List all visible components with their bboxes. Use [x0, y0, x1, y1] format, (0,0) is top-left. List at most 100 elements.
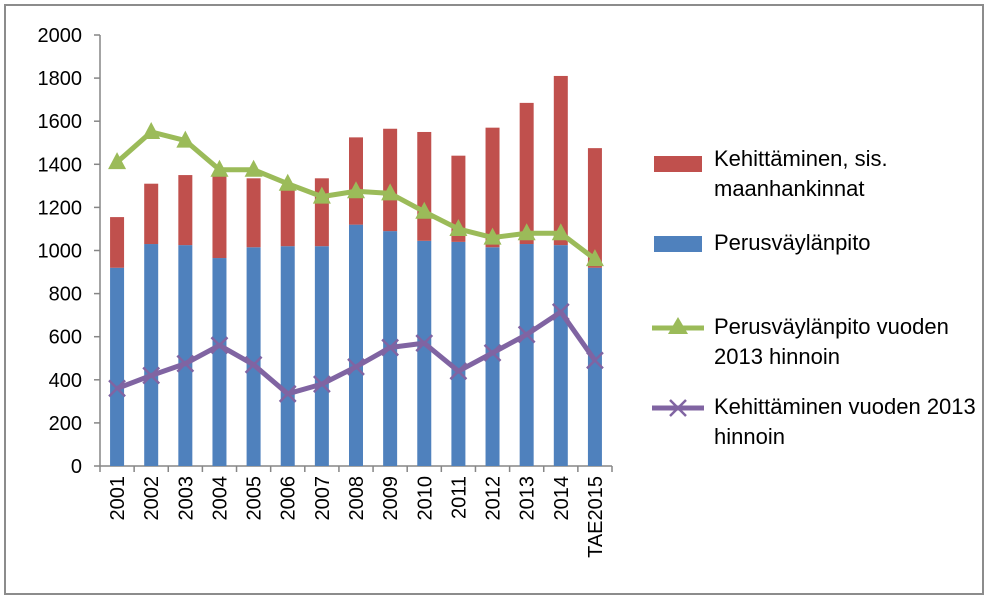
bar-kehittaminen: [349, 137, 363, 225]
legend-marker-perus-2013: [652, 317, 704, 334]
bar-kehittaminen: [212, 176, 227, 259]
point-perus-2013: [142, 121, 161, 139]
legend-marker-kehittaminen-2013: [652, 399, 704, 417]
bar-perusvaylanpito: [349, 224, 363, 466]
point-kehittaminen-2013: [210, 336, 229, 355]
y-tick-label: 1600: [38, 111, 83, 133]
bar-perusvaylanpito: [280, 246, 295, 466]
bar-perusvaylanpito: [178, 245, 193, 466]
bar-perusvaylanpito: [553, 245, 568, 466]
bar-kehittaminen: [110, 217, 125, 268]
bar-kehittaminen: [485, 127, 500, 248]
point-perus-2013: [381, 183, 400, 201]
point-kehittaminen-2013: [551, 303, 570, 321]
point-x-stroke: [381, 338, 400, 357]
point-kehittaminen-2013: [142, 366, 161, 385]
point-x-stroke: [586, 351, 604, 370]
bar-perusvaylanpito: [110, 267, 125, 466]
x-tick-label: 2008: [346, 476, 368, 521]
legend-label-perus-2013: Perusväylänpito vuoden 2013 hinnoin: [714, 314, 949, 369]
ticks: 0 200 400 600 800 1000 1200 1400 1600 1800 2000 200…: [38, 25, 607, 558]
x-tick-label: 2007: [312, 476, 334, 521]
legend-swatch-perusvaylanpito: [654, 236, 702, 252]
point-perus-2013: [517, 223, 536, 241]
bar-kehittaminen: [451, 155, 466, 242]
y-tick-label: 1800: [38, 68, 83, 90]
point-x-stroke: [312, 375, 331, 393]
bar-perusvaylanpito: [246, 247, 261, 466]
x-tick-label: 2011: [448, 476, 470, 519]
point-x-stroke: [347, 357, 365, 376]
point-kehittaminen-2013: [449, 362, 468, 381]
y-tick-label: 400: [49, 370, 82, 392]
point-perus-2013: [449, 218, 468, 236]
legend-label-kehittaminen: Kehittäminen, sis. maanhankinnat: [714, 146, 888, 201]
bar-perusvaylanpito: [212, 258, 227, 466]
x-tick-label: 2002: [141, 476, 163, 521]
bar-kehittaminen: [587, 148, 602, 268]
point-x-stroke: [517, 325, 536, 344]
point-kehittaminen-2013: [483, 343, 502, 362]
bar-perusvaylanpito: [314, 246, 329, 466]
point-x-stroke: [176, 354, 195, 373]
point-kehittaminen-2013: [108, 379, 126, 398]
point-kehittaminen-2013: [176, 354, 195, 373]
y-tick-label: 1400: [38, 154, 83, 176]
legend-label-kehittaminen-2013: Kehittäminen vuoden 2013 hinnoin: [714, 394, 976, 449]
point-perus-2013: [585, 249, 604, 267]
point-kehittaminen-2013: [381, 338, 400, 357]
bar-kehittaminen: [144, 183, 159, 245]
x-tick-label: 2006: [278, 476, 300, 521]
x-tick-label: 2010: [414, 476, 436, 521]
point-perus-2013: [176, 130, 195, 148]
x-tick-label: TAE2015: [585, 476, 607, 558]
point-perus-2013: [483, 227, 502, 245]
bar-kehittaminen: [280, 190, 295, 247]
x-tick-label: 2001: [107, 476, 129, 521]
x-tick-label: 2009: [380, 476, 402, 521]
y-tick-label: 1000: [38, 241, 83, 263]
point-perus-2013: [551, 223, 570, 241]
y-tick-label: 0: [71, 456, 82, 478]
point-x-stroke: [210, 336, 229, 355]
legend-swatch-kehittaminen: [654, 156, 702, 172]
point-x-stroke: [551, 303, 570, 321]
point-x-stroke: [142, 366, 161, 385]
bar-perusvaylanpito: [485, 247, 500, 466]
point-kehittaminen-2013: [586, 351, 604, 370]
point-kehittaminen-2013: [244, 355, 263, 374]
point-x-stroke: [278, 384, 297, 403]
bar-perusvaylanpito: [417, 240, 432, 466]
bar-kehittaminen: [519, 102, 534, 245]
y-tick-label: 200: [49, 413, 82, 435]
y-tick-label: 600: [49, 327, 82, 349]
x-tick-label: 2004: [209, 476, 231, 521]
x-tick-label: 2012: [483, 476, 505, 521]
x-tick-label: 2003: [175, 476, 197, 521]
point-x-stroke: [449, 362, 468, 381]
bar-kehittaminen: [553, 75, 568, 246]
legend-label-perusvaylanpito: Perusväylänpito: [714, 230, 871, 255]
point-perus-2013: [415, 201, 434, 219]
bar-perusvaylanpito: [519, 244, 534, 466]
point-perus-2013: [210, 159, 229, 177]
point-perus-2013: [278, 173, 297, 191]
bar-kehittaminen: [178, 175, 193, 246]
point-x-stroke: [415, 334, 434, 353]
bar-perusvaylanpito: [144, 244, 159, 466]
point-x-stroke: [244, 355, 263, 374]
point-perus-2013: [244, 159, 263, 177]
x-tick-label: 2005: [244, 476, 266, 521]
point-kehittaminen-2013: [415, 334, 434, 353]
point-perus-2013: [108, 152, 127, 170]
bar-perusvaylanpito: [587, 267, 602, 466]
point-kehittaminen-2013: [517, 325, 536, 344]
point-kehittaminen-2013: [312, 375, 331, 393]
lines: [108, 121, 604, 403]
point-kehittaminen-2013: [278, 384, 297, 403]
y-tick-label: 2000: [38, 25, 83, 47]
point-kehittaminen-2013: [347, 357, 365, 376]
point-x-stroke: [483, 343, 502, 362]
point-x-stroke: [108, 379, 126, 398]
